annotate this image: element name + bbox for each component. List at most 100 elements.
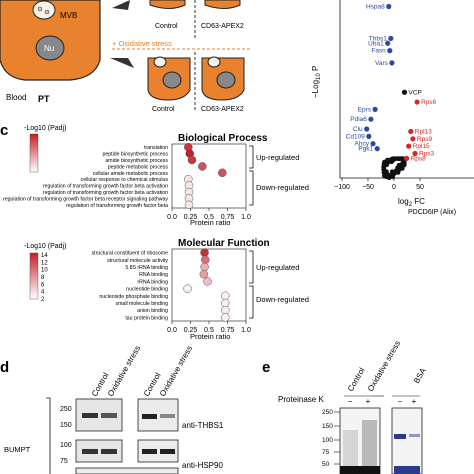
cell-line-label: BUMPT (4, 445, 31, 454)
mf-legend-tick: 6 (41, 282, 45, 288)
go-term-label: translation (144, 145, 168, 151)
volcano-point-red (414, 99, 420, 105)
go-term-label: rRNA binding (137, 279, 168, 285)
volcano-point-red (404, 155, 410, 161)
volcano-point-blue (389, 60, 395, 66)
volcano-point-gray (384, 162, 390, 168)
mf-up-label: Up-regulated (256, 263, 299, 272)
volcano-gene-label-red: Rps3 (419, 151, 435, 158)
panel-e: e Control Oxidative stress BSA Proteinas… (262, 339, 428, 474)
e-marker-label: 100 (322, 437, 333, 444)
go-dot (200, 248, 209, 257)
bp-up-label: Up-regulated (256, 153, 299, 162)
e-smear-lane (362, 420, 377, 474)
blot-band (101, 413, 117, 418)
bp-xticks: 0.0 0.25 0.5 0.75 1.0 (167, 208, 251, 221)
mvb-label: MVB (60, 11, 77, 20)
mf-legend-tick: 4 (41, 290, 45, 296)
e-lane-stress: Oxidative stress (366, 339, 402, 393)
antibody-hsp90: anti-HSP90 (182, 461, 223, 470)
volcano-tick-label: −50 (362, 184, 374, 191)
mf-legend-tick: 8 (41, 275, 45, 281)
marker-250: 250 (60, 406, 72, 413)
blot-band (160, 414, 175, 418)
go-tick-label: 0.75 (221, 214, 235, 221)
volcano-tick-label: −100 (334, 184, 350, 191)
go-tick-label: 0.0 (167, 327, 177, 334)
mf-dots (183, 248, 230, 322)
volcano-point-red (408, 128, 414, 135)
proteinase-k-sign: − (348, 397, 353, 406)
vesicle-icon (37, 6, 43, 12)
mf-xticks: 0.0 0.25 0.5 0.75 1.0 (167, 321, 251, 334)
e-marker-label: 150 (322, 423, 333, 430)
go-dot (200, 262, 209, 272)
go-dot (184, 200, 194, 210)
mf-legend-tick: 2 (41, 297, 45, 303)
bsa-front (394, 466, 420, 474)
e-gel-bsa (391, 407, 423, 474)
cd63-cell-top (204, 0, 241, 9)
volcano-point-blue (364, 126, 370, 132)
go-term-label: regulation of transforming growth factor… (3, 196, 168, 202)
volcano-gene-label-red: Rpl13 (415, 128, 432, 135)
mf-legend-tick: 12 (41, 260, 48, 266)
volcano-gene-label-red: Rps9 (417, 136, 433, 143)
mf-legend-tick: 10 (41, 268, 48, 274)
blot-partial (75, 467, 179, 474)
go-term-label: structural constituent of ribosome (92, 251, 169, 257)
nucleus-shape (35, 35, 65, 61)
volcano-point-gray (381, 170, 386, 175)
panel-c-letter: c (0, 122, 8, 139)
control-cell-top (149, 0, 186, 9)
volcano-xlabel: log2 FC (398, 197, 425, 208)
volcano-gene-label-blue: Pdia6 (350, 116, 367, 123)
go-dot (198, 162, 207, 171)
volcano-xticks: −100 −50 0 50 (334, 178, 424, 191)
proteinase-k-sign: + (412, 397, 417, 406)
vesicle-icon (44, 9, 50, 15)
volcano-point-gray (396, 156, 401, 162)
e-marker-label: 75 (322, 449, 330, 456)
volcano-point-red (412, 150, 418, 157)
pt-label: PT (38, 94, 50, 104)
go-term-label: nucleoside phosphate binding (99, 294, 168, 300)
go-tick-label: 1.0 (241, 214, 251, 221)
go-term-label: RNA binding (139, 272, 168, 278)
volcano-gene-label-blue: Hspa8 (366, 4, 385, 11)
alix-label: PDCD6IP (Alix) (408, 209, 456, 216)
cell-line-bracket (46, 397, 51, 474)
go-term-label: tau protein binding (125, 315, 168, 321)
go-term-label: anion binding (137, 308, 168, 314)
mf-up-bracket (249, 250, 254, 284)
volcano-tick-label: 0 (392, 184, 396, 191)
volcano-gene-label-red: Rpl15 (413, 143, 430, 150)
volcano-point-blue (385, 40, 391, 46)
go-term-label: peptide metabolic process (108, 164, 169, 170)
go-term-label: regulation of transforming growth factor… (66, 203, 168, 209)
volcano-point-blue (372, 106, 378, 112)
nucleus-shape (162, 71, 182, 89)
volcano-gene-label-red: Rps8 (411, 155, 427, 162)
e-markers: 250 150 100 75 50 (322, 409, 340, 468)
hsp90-blot-right (137, 439, 179, 463)
volcano-point-gray (396, 162, 402, 168)
volcano-gene-label-blue: Eprs (358, 106, 372, 113)
bp-plot-frame (171, 143, 247, 209)
volcano-point-gray (400, 156, 405, 161)
bp-xlabel: Protein ratio (190, 218, 230, 227)
volcano-point-red (410, 136, 416, 142)
mf-legend-title: -Log10 (Padj) (24, 243, 66, 250)
mf-color-scale (29, 252, 39, 300)
blot-band (160, 449, 175, 454)
volcano-point-gray (381, 173, 387, 178)
mf-legend-tick: 14 (41, 253, 48, 259)
go-tick-label: 0.5 (204, 214, 214, 221)
go-dot (199, 269, 209, 279)
go-tick-label: 0.25 (184, 214, 198, 221)
go-tick-label: 1.0 (241, 327, 251, 334)
panel-c: c -Log10 (Padj) Biological Process trans… (0, 122, 309, 341)
